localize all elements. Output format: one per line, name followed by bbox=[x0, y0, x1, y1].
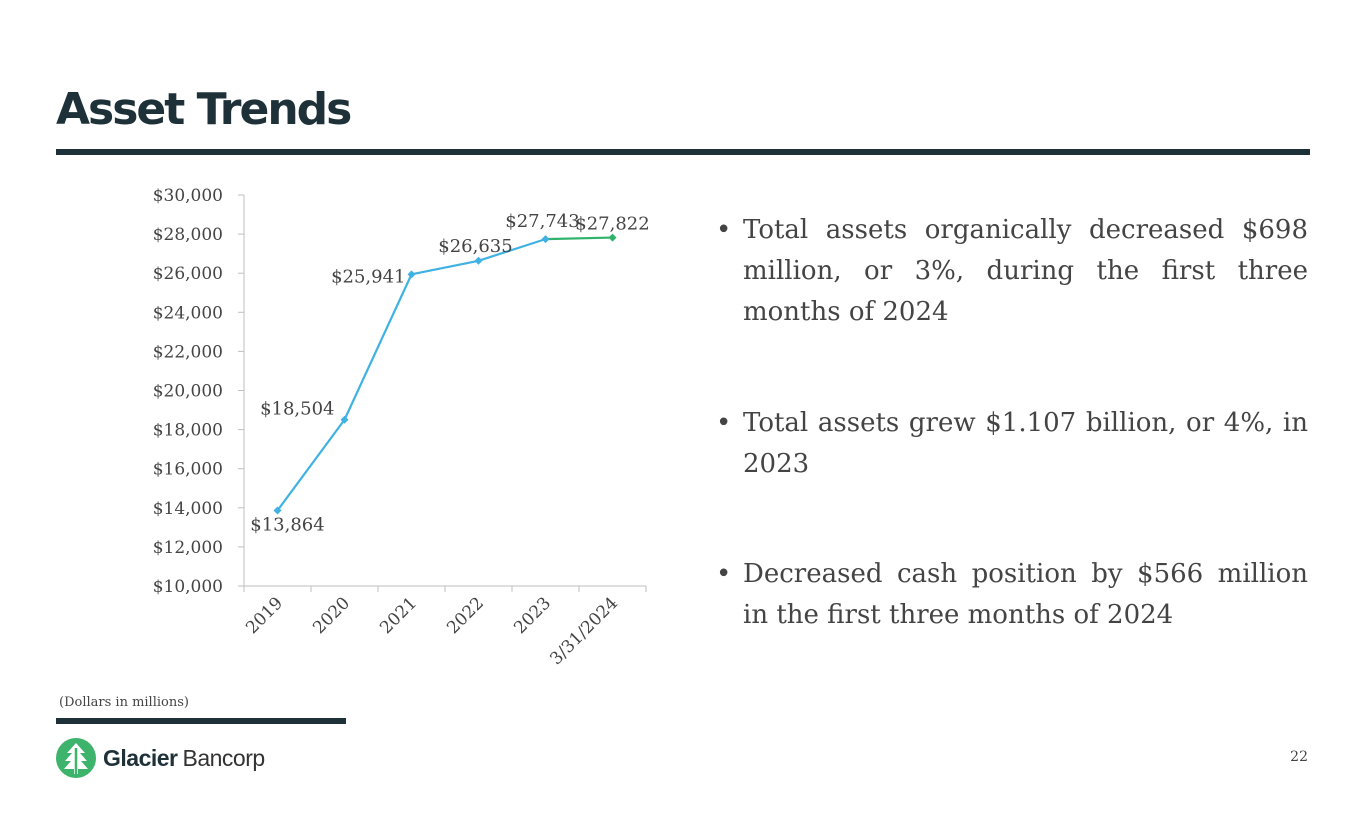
page-number: 22 bbox=[1290, 749, 1308, 765]
data-point bbox=[541, 235, 550, 244]
series-line-segment bbox=[478, 238, 546, 262]
bullet-item: Total assets organically decreased $698 … bbox=[716, 210, 1308, 333]
data-label: $13,864 bbox=[250, 514, 324, 535]
y-tick-label: $16,000 bbox=[153, 460, 223, 480]
data-label: $27,822 bbox=[575, 214, 649, 235]
x-tick-label: 2020 bbox=[309, 593, 354, 638]
y-tick-label: $28,000 bbox=[153, 225, 223, 245]
series-line-segment bbox=[276, 419, 346, 512]
data-label: $27,743 bbox=[505, 211, 579, 232]
logo-wordmark: Glacier Bancorp bbox=[103, 745, 265, 772]
footnote: (Dollars in millions) bbox=[59, 695, 189, 710]
y-tick-label: $14,000 bbox=[153, 499, 223, 519]
x-tick-label: 2021 bbox=[376, 593, 421, 638]
y-tick-label: $22,000 bbox=[153, 342, 223, 362]
title-divider bbox=[56, 149, 1310, 155]
y-tick-label: $18,000 bbox=[153, 421, 223, 441]
data-point bbox=[340, 415, 349, 424]
bullet-item: Decreased cash position by $566 million … bbox=[716, 554, 1308, 636]
logo-tree-icon bbox=[56, 738, 96, 778]
data-point bbox=[407, 270, 416, 279]
logo-name-light: Bancorp bbox=[182, 744, 266, 771]
company-logo: Glacier Bancorp bbox=[56, 738, 265, 778]
bullet-item: Total assets grew $1.107 billion, or 4%,… bbox=[716, 403, 1308, 485]
page-title: Asset Trends bbox=[56, 84, 352, 135]
logo-name-strong: Glacier bbox=[103, 744, 178, 771]
y-tick-label: $24,000 bbox=[153, 303, 223, 323]
data-label: $18,504 bbox=[260, 399, 334, 420]
data-label: $25,941 bbox=[331, 266, 405, 287]
series-line-segment bbox=[343, 273, 413, 421]
footer-divider bbox=[56, 718, 346, 724]
data-label: $26,635 bbox=[438, 236, 512, 257]
data-point bbox=[608, 233, 617, 242]
data-point bbox=[474, 256, 483, 265]
y-tick-label: $10,000 bbox=[153, 577, 223, 597]
x-tick-label: 2023 bbox=[510, 593, 555, 638]
data-point bbox=[273, 506, 282, 515]
x-tick-label: 3/31/2024 bbox=[546, 593, 622, 669]
series-line-segment bbox=[545, 236, 613, 241]
x-tick-label: 2022 bbox=[443, 593, 488, 638]
x-tick-label: 2019 bbox=[242, 593, 287, 638]
y-tick-label: $30,000 bbox=[153, 186, 223, 206]
series-line-segment bbox=[411, 259, 479, 276]
y-tick-label: $26,000 bbox=[153, 264, 223, 284]
y-tick-label: $20,000 bbox=[153, 382, 223, 402]
y-tick-label: $12,000 bbox=[153, 538, 223, 558]
